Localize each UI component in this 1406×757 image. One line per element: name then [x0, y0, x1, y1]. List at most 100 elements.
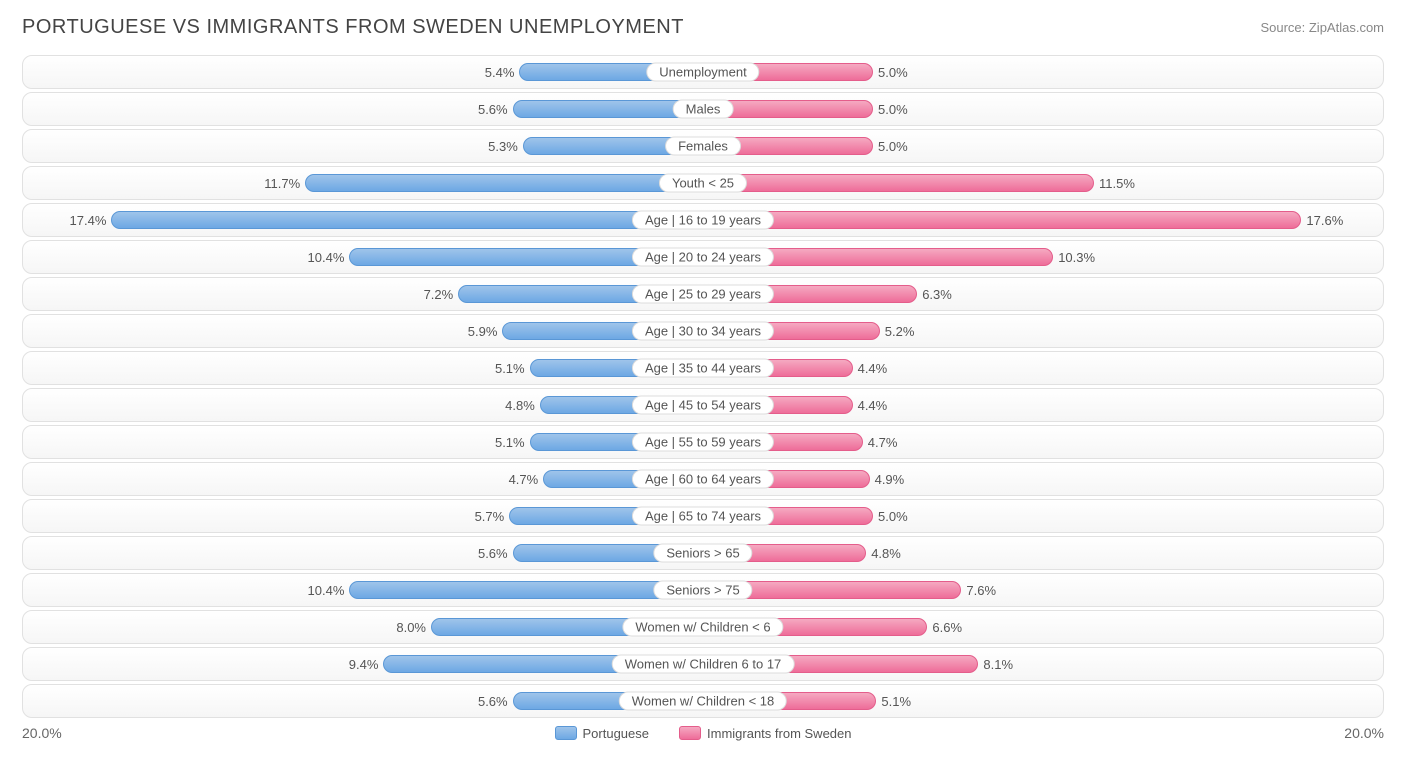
- value-sweden: 8.1%: [977, 657, 1019, 672]
- value-sweden: 7.6%: [960, 583, 1002, 598]
- row-category-label: Age | 60 to 64 years: [632, 470, 774, 489]
- value-sweden: 17.6%: [1300, 213, 1349, 228]
- chart-row: 5.4% 5.0% Unemployment: [22, 55, 1384, 89]
- row-category-label: Age | 45 to 54 years: [632, 396, 774, 415]
- row-right-half: 5.0%: [703, 93, 1383, 125]
- row-right-half: 5.0%: [703, 56, 1383, 88]
- row-category-label: Age | 25 to 29 years: [632, 285, 774, 304]
- value-sweden: 6.3%: [916, 287, 958, 302]
- value-portuguese: 4.7%: [503, 472, 545, 487]
- row-right-half: 6.6%: [703, 611, 1383, 643]
- row-right-half: 4.4%: [703, 352, 1383, 384]
- row-right-half: 17.6%: [703, 204, 1383, 236]
- row-left-half: 10.4%: [23, 574, 703, 606]
- row-category-label: Age | 55 to 59 years: [632, 433, 774, 452]
- row-left-half: 5.1%: [23, 352, 703, 384]
- bar-portuguese: 17.4%: [111, 211, 703, 229]
- row-right-half: 4.8%: [703, 537, 1383, 569]
- legend-label-left: Portuguese: [583, 726, 650, 741]
- row-left-half: 8.0%: [23, 611, 703, 643]
- legend-item-sweden: Immigrants from Sweden: [679, 726, 852, 741]
- value-sweden: 4.8%: [865, 546, 907, 561]
- chart-row: 5.1% 4.7%Age | 55 to 59 years: [22, 425, 1384, 459]
- chart-row: 10.4% 7.6% Seniors > 75: [22, 573, 1384, 607]
- row-category-label: Age | 20 to 24 years: [632, 248, 774, 267]
- row-category-label: Age | 30 to 34 years: [632, 322, 774, 341]
- value-sweden: 4.4%: [852, 398, 894, 413]
- row-left-half: 5.7%: [23, 500, 703, 532]
- value-portuguese: 5.7%: [469, 509, 511, 524]
- row-left-half: 4.7%: [23, 463, 703, 495]
- chart-header: PORTUGUESE VS IMMIGRANTS FROM SWEDEN UNE…: [0, 0, 1406, 47]
- value-portuguese: 17.4%: [64, 213, 113, 228]
- value-sweden: 5.0%: [872, 65, 914, 80]
- chart-row: 8.0% 6.6% Women w/ Children < 6: [22, 610, 1384, 644]
- row-left-half: 5.4%: [23, 56, 703, 88]
- axis-left-max: 20.0%: [22, 725, 62, 741]
- row-left-half: 5.1%: [23, 426, 703, 458]
- value-sweden: 4.9%: [869, 472, 911, 487]
- row-category-label: Age | 16 to 19 years: [632, 211, 774, 230]
- row-category-label: Women w/ Children 6 to 17: [612, 655, 795, 674]
- value-sweden: 5.0%: [872, 102, 914, 117]
- value-portuguese: 5.6%: [472, 546, 514, 561]
- row-left-half: 5.6%: [23, 537, 703, 569]
- row-right-half: 4.9%: [703, 463, 1383, 495]
- axis-and-legend: 20.0% Portuguese Immigrants from Sweden …: [0, 721, 1406, 741]
- chart-row: 9.4% 8.1% Women w/ Children 6 to 17: [22, 647, 1384, 681]
- chart-row: 5.6% 5.0% Males: [22, 92, 1384, 126]
- value-portuguese: 5.1%: [489, 361, 531, 376]
- chart-row: 5.1% 4.4%Age | 35 to 44 years: [22, 351, 1384, 385]
- chart-row: 5.6% 5.1% Women w/ Children < 18: [22, 684, 1384, 718]
- row-right-half: 5.0%: [703, 500, 1383, 532]
- row-left-half: 5.3%: [23, 130, 703, 162]
- value-portuguese: 5.1%: [489, 435, 531, 450]
- row-left-half: 11.7%: [23, 167, 703, 199]
- value-sweden: 5.0%: [872, 509, 914, 524]
- row-category-label: Males: [673, 100, 734, 119]
- row-right-half: 4.7%: [703, 426, 1383, 458]
- legend: Portuguese Immigrants from Sweden: [555, 726, 852, 741]
- bar-sweden: 11.5%: [703, 174, 1094, 192]
- chart-row: 5.6% 4.8% Seniors > 65: [22, 536, 1384, 570]
- row-right-half: 5.2%: [703, 315, 1383, 347]
- row-category-label: Women w/ Children < 6: [622, 618, 783, 637]
- axis-right-max: 20.0%: [1344, 725, 1384, 741]
- value-sweden: 5.1%: [875, 694, 917, 709]
- value-portuguese: 4.8%: [499, 398, 541, 413]
- row-category-label: Unemployment: [646, 63, 759, 82]
- chart-area: 5.4% 5.0% Unemployment 5.6% 5.0% Males 5.3% 5.0…: [0, 47, 1406, 718]
- value-portuguese: 5.6%: [472, 694, 514, 709]
- chart-title: PORTUGUESE VS IMMIGRANTS FROM SWEDEN UNE…: [22, 16, 684, 39]
- row-category-label: Women w/ Children < 18: [619, 692, 787, 711]
- value-sweden: 5.0%: [872, 139, 914, 154]
- row-category-label: Age | 35 to 44 years: [632, 359, 774, 378]
- row-category-label: Seniors > 65: [653, 544, 752, 563]
- row-category-label: Females: [665, 137, 741, 156]
- value-portuguese: 10.4%: [302, 583, 351, 598]
- row-right-half: 10.3%: [703, 241, 1383, 273]
- chart-row: 5.7%5.0%Age | 65 to 74 years: [22, 499, 1384, 533]
- value-sweden: 6.6%: [926, 620, 968, 635]
- value-sweden: 11.5%: [1093, 176, 1141, 191]
- row-left-half: 4.8%: [23, 389, 703, 421]
- row-left-half: 5.6%: [23, 93, 703, 125]
- value-portuguese: 7.2%: [418, 287, 460, 302]
- chart-row: 17.4% 17.6% Age | 16 to 19 years: [22, 203, 1384, 237]
- row-right-half: 8.1%: [703, 648, 1383, 680]
- row-left-half: 7.2%: [23, 278, 703, 310]
- row-right-half: 5.1%: [703, 685, 1383, 717]
- value-portuguese: 9.4%: [343, 657, 385, 672]
- row-left-half: 5.9%: [23, 315, 703, 347]
- row-category-label: Seniors > 75: [653, 581, 752, 600]
- chart-row: 10.4%10.3%Age | 20 to 24 years: [22, 240, 1384, 274]
- chart-row: 5.3% 5.0% Females: [22, 129, 1384, 163]
- row-left-half: 9.4%: [23, 648, 703, 680]
- row-right-half: 11.5%: [703, 167, 1383, 199]
- legend-label-right: Immigrants from Sweden: [707, 726, 852, 741]
- legend-item-portuguese: Portuguese: [555, 726, 650, 741]
- row-right-half: 5.0%: [703, 130, 1383, 162]
- chart-row: 11.7%11.5%Youth < 25: [22, 166, 1384, 200]
- chart-row: 5.9%5.2%Age | 30 to 34 years: [22, 314, 1384, 348]
- value-sweden: 10.3%: [1052, 250, 1101, 265]
